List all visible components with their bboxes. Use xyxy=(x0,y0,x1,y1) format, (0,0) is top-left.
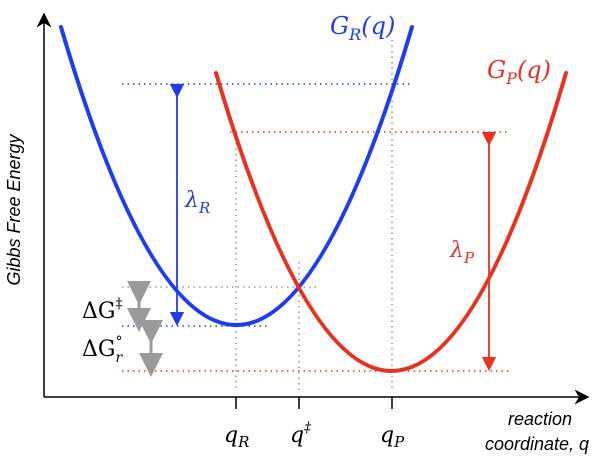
x-axis-label-line1: reaction xyxy=(508,409,572,429)
lambdaP-label: λP xyxy=(449,238,475,267)
x-axis-label-line2: coordinate, q xyxy=(485,434,589,454)
guide-lines xyxy=(122,40,510,392)
dGr-label: ΔG° r xyxy=(82,334,123,366)
lambdaR-label: λR xyxy=(184,188,210,217)
x-ticks xyxy=(235,397,393,409)
dGTS-label: ΔG‡ xyxy=(82,296,122,324)
y-axis-label: Gibbs Free Energy xyxy=(4,133,24,285)
tick-label-qTS: q‡ xyxy=(290,420,312,448)
tick-label-qR: qR xyxy=(224,423,249,451)
product-curve-label: GP(q) xyxy=(487,56,551,88)
reactant-curve-label: GR(q) xyxy=(330,12,395,44)
reactant-curve xyxy=(59,25,414,327)
tick-label-qP: qP xyxy=(380,423,405,451)
product-curve xyxy=(214,71,568,373)
